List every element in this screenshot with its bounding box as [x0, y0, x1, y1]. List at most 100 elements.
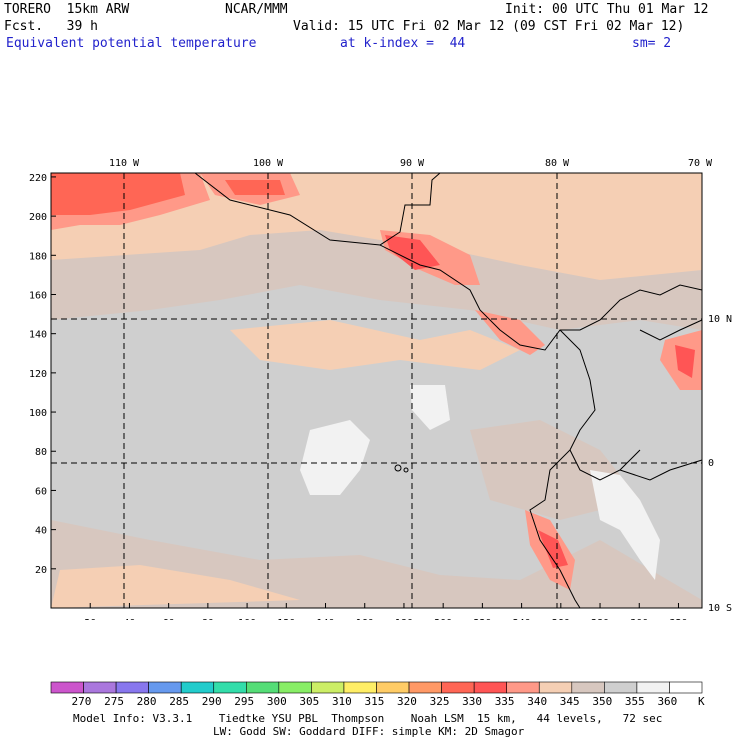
field-band-sw [51, 565, 300, 608]
lat-label-0: 10 N [708, 314, 732, 325]
y-tick-label-3: 80 [35, 447, 47, 458]
y-tick-label-7: 160 [29, 290, 47, 301]
colorbar-label-17: 355 [624, 695, 645, 708]
x-tick-label-11: 240 [513, 618, 531, 620]
y-tick-label-6: 140 [29, 330, 47, 341]
colorbar-label-15: 345 [559, 695, 580, 708]
x-tick-label-8: 180 [395, 618, 413, 620]
colorbar-swatch-9 [343, 681, 377, 694]
colorbar-label-7: 305 [299, 695, 320, 708]
colorbar-label-16: 350 [592, 695, 613, 708]
colorbar-swatch-4 [180, 681, 215, 694]
model-name: TORERO 15km ARW [4, 2, 130, 17]
colorbar-label-3: 285 [169, 695, 190, 708]
colorbar-label-4: 290 [201, 695, 222, 708]
colorbar-swatch-6 [246, 681, 280, 694]
x-tick-label-3: 80 [202, 618, 214, 620]
warm-region-costarica [475, 310, 545, 355]
cool-patch-1 [300, 420, 370, 495]
colorbar-swatch-8 [311, 681, 345, 694]
y-tick-label-10: 220 [29, 173, 47, 184]
colorbar-swatch-5 [213, 681, 247, 694]
y-tick-label-9: 200 [29, 212, 47, 223]
x-tick-label-4: 100 [238, 618, 256, 620]
x-tick-label-9: 200 [434, 618, 452, 620]
y-tick-label-0: 20 [35, 565, 47, 576]
colorbar-unit: K [698, 695, 705, 708]
lon-label-3: 80 W [545, 158, 570, 169]
physics-info: LW: Godd SW: Goddard DIFF: simple KM: 2D… [213, 725, 525, 738]
axis-ticks [51, 176, 679, 608]
colorbar-swatch-12 [441, 681, 475, 694]
lat-label-1: 0 [708, 458, 714, 469]
x-tick-label-5: 120 [277, 618, 295, 620]
colorbar-label-10: 320 [397, 695, 417, 708]
lon-label-4: 70 W [688, 158, 713, 169]
y-tick-label-1: 40 [35, 526, 47, 537]
lon-label-0: 110 W [109, 158, 140, 169]
hot-region-peru [538, 530, 568, 568]
colorbar-swatch-1 [83, 681, 117, 694]
lon-label-1: 100 W [253, 158, 284, 169]
x-tick-label-7: 160 [356, 618, 374, 620]
level-info: at k-index = 44 [340, 36, 466, 51]
hot-region-mexico [225, 180, 285, 195]
y-tick-label-5: 120 [29, 369, 47, 380]
coastline-centralamerica [379, 244, 703, 351]
model-info: Model Info: V3.3.1 Tiedtke YSU PBL Thomp… [73, 712, 663, 725]
coastline-mexico [194, 172, 441, 246]
colorbar-swatch-11 [408, 681, 442, 694]
colorbar-swatch-17 [604, 681, 638, 694]
colorbar-label-1: 275 [104, 695, 124, 708]
map-frame [50, 172, 703, 609]
colorbar-swatch-15 [538, 681, 573, 694]
x-tick-label-15: 320 [669, 618, 687, 620]
x-tick-label-13: 280 [591, 618, 609, 620]
x-tick-label-12: 260 [552, 618, 570, 620]
cool-patch-2 [410, 385, 450, 430]
colorbar-swatch-18 [636, 681, 670, 694]
colorbar-swatch-2 [115, 681, 149, 694]
field-band-mid [230, 320, 520, 370]
colorbar-swatch-3 [148, 681, 182, 694]
x-tick-label-6: 140 [316, 618, 334, 620]
hot-region-guatemala [385, 235, 440, 270]
lon-label-2: 90 W [400, 158, 425, 169]
border-peru-colombia [619, 459, 703, 481]
colorbar-label-6: 300 [266, 695, 287, 708]
field-name: Equivalent potential temperature [6, 36, 257, 51]
x-tick-label-1: 40 [123, 618, 135, 620]
colorbar-swatch-14 [506, 681, 540, 694]
colorbar-swatch-0 [50, 681, 84, 694]
lat-label-2: 10 S [708, 603, 732, 614]
y-tick-label-2: 60 [35, 486, 47, 497]
border-colombia [639, 319, 703, 341]
axis-labels: 2040608010012014016018020022024026028030… [29, 158, 732, 620]
colorbar-swatch-13 [473, 681, 507, 694]
hot-region-nw [51, 173, 185, 215]
x-tick-label-14: 300 [630, 618, 648, 620]
graticule [51, 173, 702, 608]
colorbar-label-13: 335 [494, 695, 515, 708]
y-tick-label-8: 180 [29, 251, 47, 262]
x-tick-label-10: 220 [473, 618, 491, 620]
organization: NCAR/MMM [225, 2, 288, 17]
colorbar-swatch-16 [571, 681, 605, 694]
colorbar-swatch-10 [376, 681, 410, 694]
colorbar-swatch-7 [278, 681, 312, 694]
field-band-peach [51, 173, 702, 280]
x-tick-label-0: 20 [84, 618, 96, 620]
y-tick-label-4: 100 [29, 408, 47, 419]
colorbar-label-12: 330 [462, 695, 483, 708]
colorbar-label-18: 360 [657, 695, 678, 708]
valid-time: Valid: 15 UTC Fri 02 Mar 12 (09 CST Fri … [293, 19, 685, 34]
init-time: Init: 00 UTC Thu 01 Mar 12 [505, 2, 709, 17]
forecast-hour: Fcst. 39 h [4, 19, 98, 34]
cool-patch-3 [590, 470, 660, 580]
colorbar-label-11: 325 [429, 695, 450, 708]
colorbar-label-14: 340 [527, 695, 548, 708]
galapagos-island [394, 464, 402, 472]
colorbar [50, 681, 703, 694]
galapagos-island-2 [403, 467, 409, 473]
smoothing-info: sm= 2 [632, 36, 672, 51]
